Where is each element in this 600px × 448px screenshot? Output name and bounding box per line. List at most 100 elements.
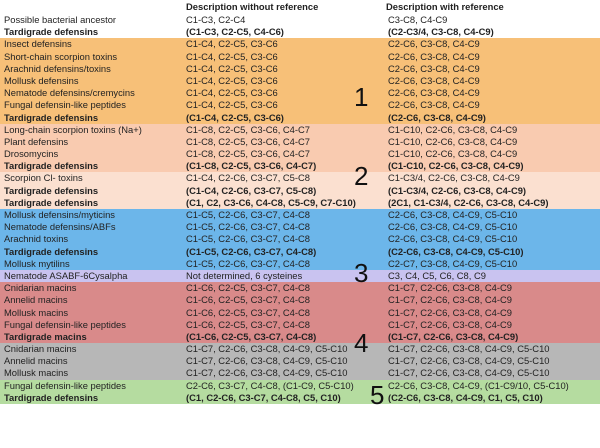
row-name: Possible bacterial ancestor [4,14,117,25]
row-name: Tardigrade macins [4,330,87,342]
row-without-reference: C1-C5, C2-C6, C3-C7, C4-C8 [186,209,310,220]
row-without-reference: C1-C4, C2-C5, C3-C6 [186,38,278,50]
row-name: Arachnid defensins/toxins [4,62,111,74]
row-name: Mollusk mytilins [4,257,70,269]
table-row: Cnidarian macins C1-C6, C2-C5, C3-C7, C4-… [0,282,600,295]
table-row: Short-chain scorpion toxins C1-C4, C2-C5,… [0,50,600,63]
row-name: Mollusk defensins [4,74,79,86]
row-with-reference: C1-C7, C2-C6, C3-C8, C4-C9, C5-C10 [388,355,550,367]
row-with-reference: C1-C7, C2-C6, C3-C8, C4-C9 [388,294,512,306]
row-name: Long-chain scorpion toxins (Na+) [4,123,142,135]
row-without-reference: (C1-C3, C2-C5, C4-C6) [186,26,284,38]
table-row: Arachnid toxins C1-C5, C2-C6, C3-C7, C4-C… [0,233,600,246]
row-without-reference: (C1-C5, C2-C6, C3-C7, C4-C8) [186,245,317,257]
row-name: Nematode ASABF-6Cysalpha [4,269,128,281]
table-header: Description without reference Descriptio… [0,0,600,14]
table-row: Tardigrade defensins (C1-C5, C2-C6, C3-C7… [0,245,600,258]
row-with-reference: (C1-C3/4, C2-C6, C3-C8, C4-C9) [388,184,527,196]
row-with-reference: C3-C8, C4-C9 [388,14,448,25]
table-row: Tardigrade macins (C1-C6, C2-C5, C3-C7, C… [0,330,600,344]
table-row: Nematode defensins/cremycins C1-C4, C2-C5… [0,87,600,100]
row-with-reference: C2-C6, C3-C8, C4-C9 [388,38,480,50]
row-with-reference: C2-C6, C3-C8, C4-C9 [388,87,480,99]
group-number-4: 4 [354,328,369,358]
row-name: Cnidarian macins [4,343,77,355]
row-name: Arachnid toxins [4,233,69,245]
table-row: Tardigrade defensins (C1-C3, C2-C5, C4-C6… [0,26,600,39]
row-without-reference: C1-C4, C2-C6, C3-C7, C5-C8 [186,172,310,184]
table-row: Nematode ASABF-6Cysalpha Not determined, … [0,269,600,283]
row-without-reference: C1-C8, C2-C5, C3-C6, C4-C7 [186,135,310,147]
row-without-reference: C1-C5, C2-C6, C3-C7, C4-C8 [186,221,310,233]
row-without-reference: C1-C7, C2-C6, C3-C8, C4-C9, C5-C10 [186,355,348,367]
table-row: Plant defensins C1-C8, C2-C5, C3-C6, C4-C… [0,135,600,149]
row-with-reference: C1-C10, C2-C6, C3-C8, C4-C9 [388,123,518,135]
row-without-reference: C1-C6, C2-C5, C3-C7, C4-C8 [186,318,310,330]
row-with-reference: C2-C6, C3-C8, C4-C9, C5-C10 [388,209,518,220]
table-row: Tardigrade defensins (C1-C8, C2-C5, C3-C6… [0,160,600,173]
row-without-reference: C1-C6, C2-C5, C3-C7, C4-C8 [186,306,310,318]
row-with-reference: C2-C6, C3-C8, C4-C9 [388,99,480,111]
group-number-5: 5 [370,380,385,410]
table-row: Fungal defensin-like peptides C1-C4, C2-C… [0,99,600,112]
row-with-reference: C2-C6, C3-C8, C4-C9, C5-C10 [388,221,518,233]
row-with-reference: C2-C6, C3-C8, C4-C9, C5-C10 [388,233,518,245]
table-row: Insect defensins C1-C4, C2-C5, C3-C6 C2-C6… [0,38,600,51]
table-row: Possible bacterial ancestor C1-C3, C2-C4 C… [0,14,600,27]
row-without-reference: C1-C7, C2-C6, C3-C8, C4-C9, C5-C10 [186,367,348,379]
table-row: Cnidarian macins C1-C7, C2-C6, C3-C8, C4-… [0,343,600,356]
row-with-reference: (C2-C6, C3-C8, C4-C9, C5-C10) [388,245,524,257]
table-row: Fungal defensin-like peptides C1-C6, C2-C… [0,318,600,331]
table-row: Mollusk defensins C1-C4, C2-C5, C3-C6 C2-C… [0,74,600,88]
row-name: Tardigrade defensins [4,184,99,196]
row-with-reference: C1-C7, C2-C6, C3-C8, C4-C9, C5-C10 [388,367,550,379]
header-without-reference: Description without reference [186,1,319,12]
row-with-reference: C2-C6, C3-C8, C4-C9 [388,74,480,86]
row-with-reference: C1-C7, C2-C6, C3-C8, C4-C9 [388,282,512,294]
row-without-reference: C1-C4, C2-C5, C3-C6 [186,74,278,86]
table-row: Scorpion Cl- toxins C1-C4, C2-C6, C3-C7, … [0,172,600,185]
table-body: Possible bacterial ancestor C1-C3, C2-C4 C… [0,14,600,404]
row-name: Fungal defensin-like peptides [4,318,126,330]
table-row: Tardigrade defensins (C1, C2-C6, C3-C7, C… [0,391,600,404]
row-with-reference: C2-C6, C3-C8, C4-C9, (C1-C9/10, C5-C10) [388,379,569,391]
row-with-reference: C1-C10, C2-C6, C3-C8, C4-C9 [388,135,518,147]
row-with-reference: C2-C7, C3-C8, C4-C9, C5-C10 [388,257,518,269]
row-without-reference: C1-C5, C2-C6, C3-C7, C4-C8 [186,233,310,245]
table-row: Fungal defensin-like peptides C2-C6, C3-C… [0,379,600,392]
row-without-reference: (C1-C6, C2-C5, C3-C7, C4-C8) [186,330,317,342]
row-with-reference: (C2-C6, C3-C8, C4-C9) [388,111,486,123]
row-name: Tardigrade defensins [4,245,99,257]
row-name: Insect defensins [4,38,72,50]
row-without-reference: C1-C4, C2-C5, C3-C6 [186,62,278,74]
row-name: Mollusk defensins/myticins [4,209,115,220]
row-without-reference: (C1, C2, C3-C6, C4-C8, C5-C9, C7-C10) [186,196,356,208]
table-row: Arachnid defensins/toxins C1-C4, C2-C5, C… [0,62,600,75]
row-with-reference: C1-C7, C2-C6, C3-C8, C4-C9 [388,306,512,318]
row-with-reference: C1-C10, C2-C6, C3-C8, C4-C9 [388,148,518,160]
row-name: Short-chain scorpion toxins [4,50,118,62]
table-row: Mollusk macins C1-C6, C2-C5, C3-C7, C4-C8… [0,306,600,319]
row-name: Mollusk macins [4,367,69,379]
row-without-reference: (C1, C2-C6, C3-C7, C4-C8, C5, C10) [186,391,341,403]
row-name: Annelid macins [4,294,68,306]
row-with-reference: C1-C7, C2-C6, C3-C8, C4-C9 [388,318,512,330]
row-name: Tardigrade defensins [4,391,99,403]
cysteine-pairing-table: Description without reference Descriptio… [0,0,600,408]
row-without-reference: C1-C7, C2-C6, C3-C8, C4-C9, C5-C10 [186,343,348,355]
table-row: Tardigrade defensins (C1-C4, C2-C6, C3-C7… [0,184,600,197]
row-with-reference: (C2-C3/4, C3-C8, C4-C9) [388,26,494,38]
row-name: Plant defensins [4,135,69,147]
row-with-reference: C1-C7, C2-C6, C3-C8, C4-C9, C5-C10 [388,343,550,355]
table-row: Nematode defensins/ABFs C1-C5, C2-C6, C3-… [0,221,600,234]
row-name: Drosomycins [4,148,59,160]
row-name: Fungal defensin-like peptides [4,99,126,111]
row-name: Nematode defensins/cremycins [4,87,135,99]
row-without-reference: C1-C6, C2-C5, C3-C7, C4-C8 [186,282,310,294]
row-without-reference: C1-C4, C2-C5, C3-C6 [186,50,278,62]
table-row: Long-chain scorpion toxins (Na+) C1-C8, C… [0,123,600,136]
row-with-reference: (C1-C7, C2-C6, C3-C8, C4-C9) [388,330,519,342]
row-name: Tardigrade defensins [4,111,99,123]
row-without-reference: C1-C4, C2-C5, C3-C6 [186,87,278,99]
row-name: Tardigrade defensins [4,26,99,38]
